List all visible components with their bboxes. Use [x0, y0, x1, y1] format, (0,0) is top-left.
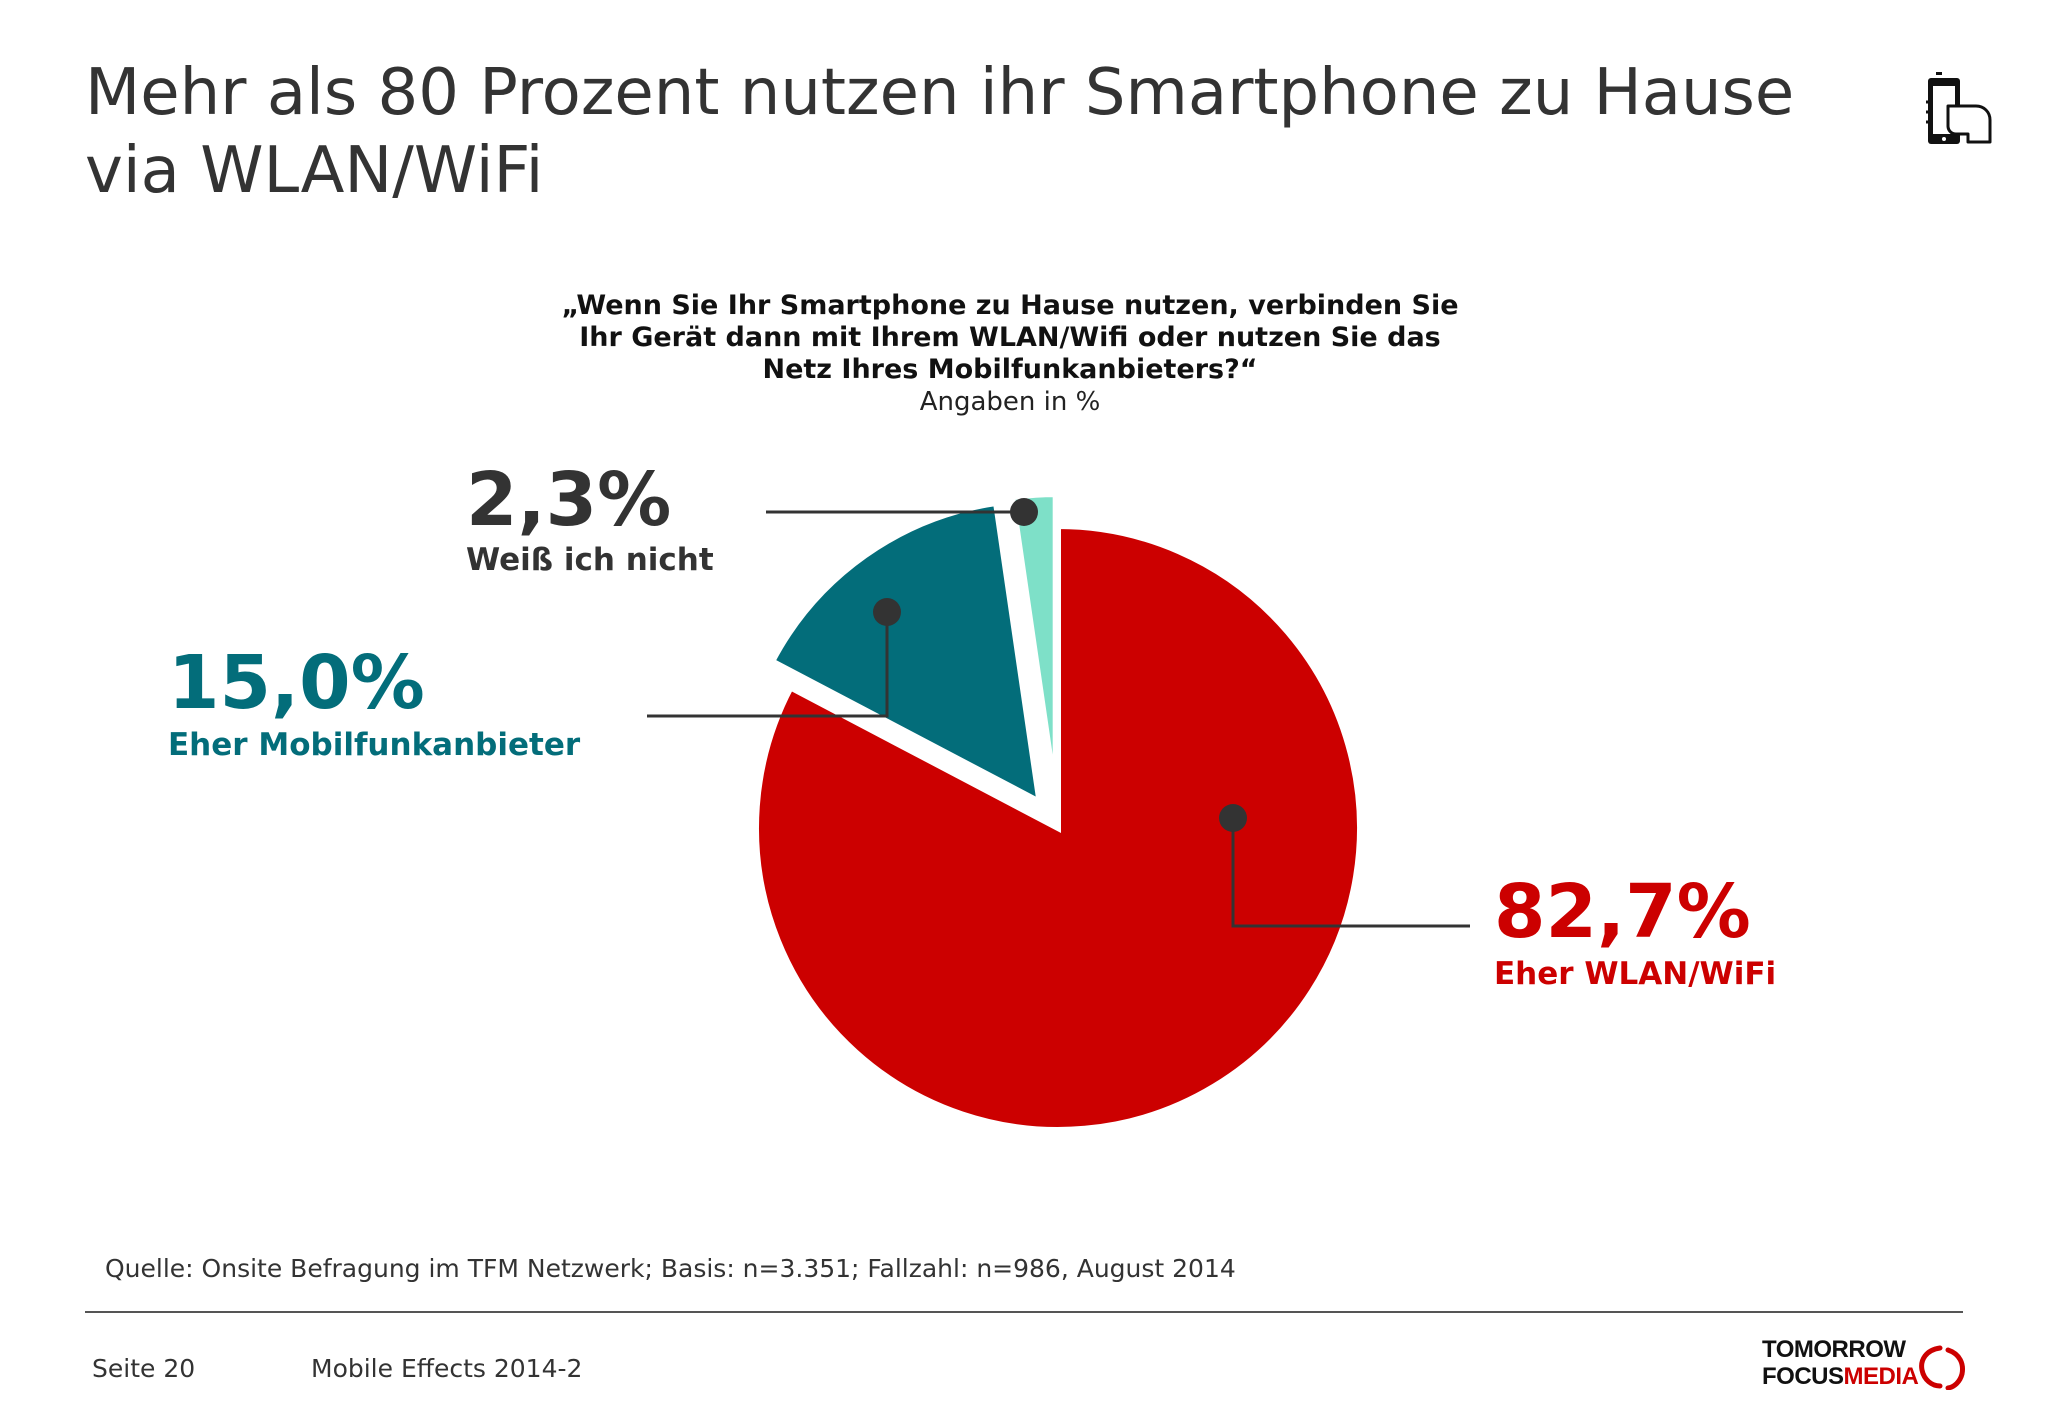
- page-number: Seite 20: [92, 1354, 196, 1383]
- survey-question: „Wenn Sie Ihr Smartphone zu Hause nutzen…: [561, 290, 1459, 385]
- company-logo: TOMORROW FOCUSMEDIA: [1762, 1336, 1972, 1396]
- pie-slice-mobil: [768, 499, 1044, 808]
- leader-line-wlan: [1231, 818, 1470, 928]
- leader-dot-unknown: [1010, 498, 1038, 526]
- category-label-mobil: Eher Mobilfunkanbieter: [168, 727, 581, 763]
- value-label-mobil: 15,0%: [168, 640, 425, 726]
- pie-slice-wlan: [753, 522, 1363, 1133]
- report-name: Mobile Effects 2014-2: [311, 1354, 583, 1383]
- logo-line2: FOCUSMEDIA: [1762, 1363, 1919, 1391]
- value-label-wlan: 82,7%: [1494, 869, 1751, 955]
- leader-line-mobil: [647, 612, 889, 718]
- logo-line1: TOMORROW: [1762, 1336, 1906, 1363]
- leader-dot-wlan: [1219, 804, 1247, 832]
- page-title: Mehr als 80 Prozent nutzen ihr Smartphon…: [85, 56, 1795, 208]
- footer-divider: [85, 1311, 1963, 1313]
- pie-slice-unknown: [1008, 491, 1059, 797]
- logo-swirl-icon: [1919, 1345, 1965, 1390]
- value-label-unknown: 2,3%: [466, 457, 672, 543]
- category-label-wlan: Eher WLAN/WiFi: [1494, 956, 1777, 992]
- chart-subtitle: Angaben in %: [919, 387, 1101, 417]
- category-label-unknown: Weiß ich nicht: [466, 542, 714, 578]
- logo-focus: FOCUS: [1762, 1363, 1844, 1390]
- leader-dot-mobil: [873, 598, 901, 626]
- smartphone-hand-icon: [1926, 72, 1992, 144]
- logo-media: MEDIA: [1843, 1363, 1919, 1390]
- source-note: Quelle: Onsite Befragung im TFM Netzwerk…: [105, 1254, 1236, 1283]
